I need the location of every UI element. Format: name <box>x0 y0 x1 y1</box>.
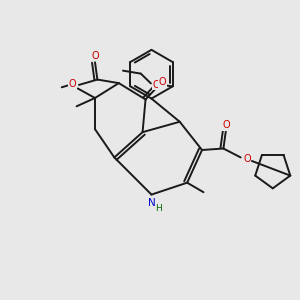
Text: O: O <box>159 77 166 87</box>
Text: O: O <box>69 79 76 89</box>
Text: O: O <box>91 51 99 61</box>
Text: O: O <box>152 80 160 90</box>
Text: N: N <box>148 198 155 208</box>
Text: O: O <box>243 154 251 164</box>
Text: H: H <box>155 204 162 213</box>
Text: O: O <box>222 120 230 130</box>
